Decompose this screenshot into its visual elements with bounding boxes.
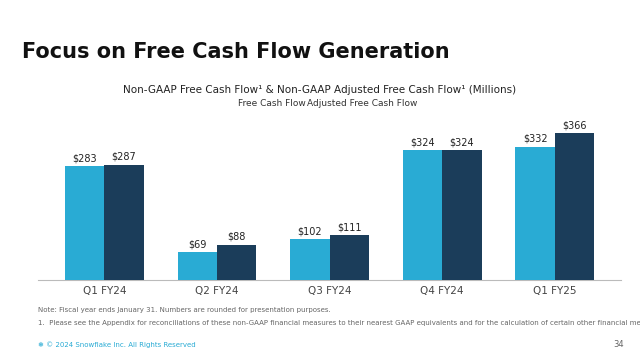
Bar: [515, 146, 555, 280]
Text: Non-GAAP Free Cash Flow¹ & Non-GAAP Adjusted Free Cash Flow¹ (Millions): Non-GAAP Free Cash Flow¹ & Non-GAAP Adju…: [124, 85, 516, 95]
Text: $324: $324: [410, 137, 435, 147]
Bar: [555, 133, 595, 280]
Text: Note: Fiscal year ends January 31. Numbers are rounded for presentation purposes: Note: Fiscal year ends January 31. Numbe…: [38, 307, 331, 313]
Bar: [217, 245, 257, 280]
Text: Free Cash Flow: Free Cash Flow: [238, 99, 306, 108]
Text: $332: $332: [523, 134, 547, 144]
Text: $324: $324: [450, 137, 474, 147]
Text: $102: $102: [298, 226, 322, 236]
Bar: [290, 239, 330, 280]
Text: $287: $287: [111, 152, 136, 162]
Text: $69: $69: [188, 239, 207, 250]
Text: Adjusted Free Cash Flow: Adjusted Free Cash Flow: [307, 99, 417, 108]
Bar: [104, 165, 144, 280]
Text: ❅ © 2024 Snowflake Inc. All Rights Reserved: ❅ © 2024 Snowflake Inc. All Rights Reser…: [38, 341, 196, 348]
Text: $111: $111: [337, 223, 362, 233]
Bar: [403, 150, 442, 280]
Bar: [442, 150, 482, 280]
Text: 34: 34: [613, 340, 624, 349]
Text: $366: $366: [563, 120, 587, 130]
Text: $283: $283: [72, 154, 97, 163]
Bar: [65, 166, 104, 280]
Text: 1.  Please see the Appendix for reconciliations of these non-GAAP financial meas: 1. Please see the Appendix for reconcili…: [38, 320, 640, 326]
Text: $88: $88: [227, 232, 246, 242]
Bar: [330, 236, 369, 280]
Bar: [177, 252, 217, 280]
Text: Focus on Free Cash Flow Generation: Focus on Free Cash Flow Generation: [22, 42, 450, 62]
